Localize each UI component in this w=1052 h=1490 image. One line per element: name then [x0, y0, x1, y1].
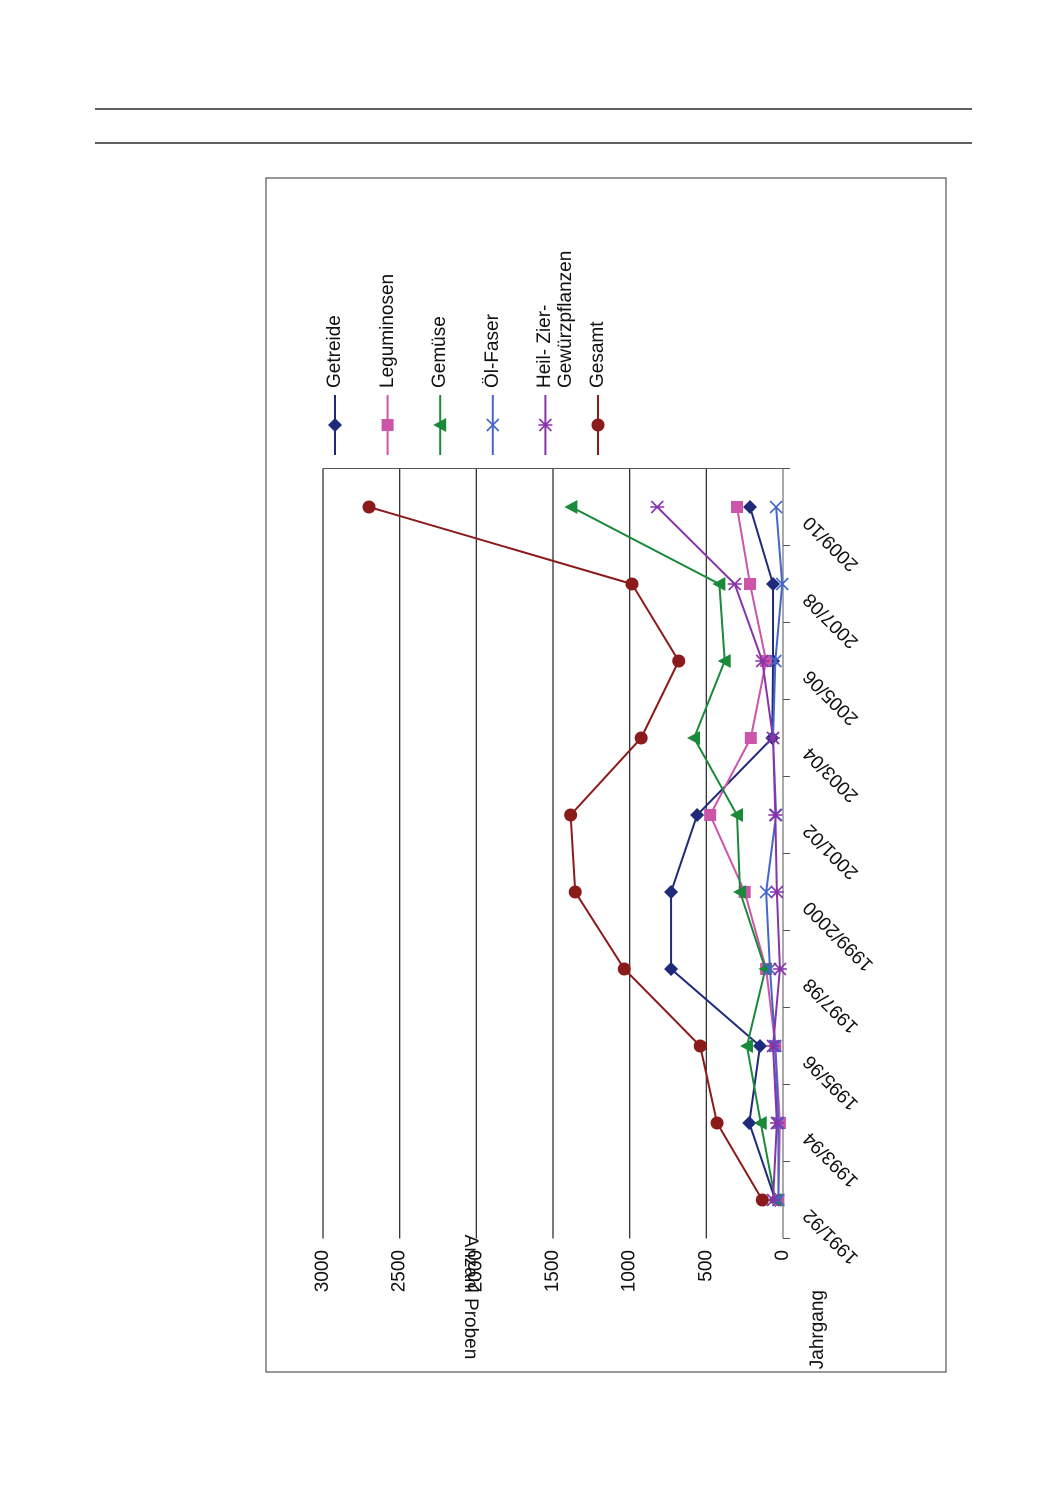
- marker: [664, 962, 679, 976]
- marker: [727, 577, 742, 591]
- legend-entry: Heil- Zier- Gewürzpflanzen: [534, 250, 577, 388]
- marker: [693, 1039, 707, 1053]
- legend-label: Getreide: [324, 315, 345, 388]
- y-tick-label: 500: [695, 1250, 716, 1282]
- marker: [712, 577, 726, 591]
- marker: [672, 654, 686, 668]
- y-tick-label: 0: [772, 1250, 793, 1261]
- marker: [704, 809, 717, 821]
- legend-entry: Leguminosen: [376, 273, 398, 388]
- series-line: [368, 506, 764, 1201]
- x-tick-label: 1997/98: [799, 974, 862, 1037]
- marker: [433, 418, 447, 432]
- marker: [744, 578, 757, 590]
- legend-entry: Getreide: [324, 315, 345, 388]
- marker: [772, 962, 787, 976]
- marker: [766, 577, 781, 591]
- marker: [769, 885, 784, 899]
- marker: [733, 885, 747, 899]
- x-tick-label: 1993/94: [799, 1128, 863, 1192]
- y-tick-label: 2000: [465, 1250, 486, 1292]
- marker: [766, 1039, 781, 1053]
- marker: [769, 500, 783, 514]
- marker: [634, 731, 648, 745]
- x-tick-label: 2001/02: [799, 820, 862, 883]
- marker: [768, 654, 782, 668]
- figure-frame: [265, 177, 947, 1373]
- legend-label: Leguminosen: [376, 273, 398, 388]
- marker: [769, 1116, 784, 1130]
- legend-entry: Öl-Faser: [481, 314, 503, 388]
- marker: [650, 500, 665, 514]
- marker: [763, 962, 777, 976]
- marker: [625, 577, 639, 591]
- series-line: [570, 506, 777, 1201]
- legend-entry: Gesamt: [587, 321, 608, 388]
- x-tick-label: 2009/10: [799, 512, 862, 575]
- marker: [755, 654, 770, 668]
- x-tick-label: 1995/96: [799, 1051, 862, 1114]
- x-tick-label: 2003/04: [799, 743, 863, 807]
- marker: [759, 885, 773, 899]
- marker: [755, 1193, 769, 1207]
- x-tick-label: 1999/2000: [799, 897, 877, 975]
- marker: [758, 962, 772, 976]
- marker: [617, 962, 631, 976]
- marker: [486, 418, 500, 432]
- marker: [362, 500, 376, 514]
- marker: [717, 654, 731, 668]
- legend-label: Öl-Faser: [481, 314, 503, 388]
- legend-label: Heil- Zier- Gewürzpflanzen: [534, 250, 577, 388]
- marker: [739, 1039, 753, 1053]
- marker: [766, 731, 781, 745]
- y-tick-label: 3000: [312, 1250, 333, 1292]
- marker: [744, 732, 757, 744]
- marker: [381, 419, 394, 431]
- marker: [690, 808, 705, 822]
- series-line: [765, 506, 784, 1200]
- legend-entry: Gemüse: [429, 316, 451, 388]
- y-tick-label: 2500: [389, 1250, 410, 1292]
- marker: [664, 885, 679, 899]
- legend-label: Gemüse: [429, 316, 451, 388]
- legend-label: Gesamt: [587, 321, 608, 388]
- marker: [742, 1116, 757, 1130]
- y-tick-label: 1000: [619, 1250, 640, 1292]
- marker: [753, 1116, 767, 1130]
- marker: [564, 808, 578, 822]
- marker: [538, 418, 553, 432]
- marker: [731, 501, 743, 513]
- marker: [328, 418, 342, 432]
- marker: [730, 808, 743, 822]
- marker: [568, 885, 582, 899]
- x-tick-label: 2007/08: [799, 589, 862, 652]
- x-tick-label: 2005/06: [799, 666, 862, 729]
- y-axis-label: Anzahl Proben: [460, 1235, 481, 1360]
- x-axis-label: Jahrgang: [807, 1290, 828, 1369]
- marker: [710, 1116, 724, 1130]
- marker: [775, 577, 789, 591]
- rotated-chart: Anzahl Proben Jahrgang 0 500 1000 1500 2000 2…: [312, 250, 878, 1370]
- marker: [743, 500, 758, 514]
- marker: [687, 731, 701, 745]
- series-line: [656, 506, 781, 1201]
- series-line: [670, 506, 777, 1201]
- marker: [753, 1039, 767, 1053]
- marker: [591, 418, 605, 432]
- y-tick-label: 1500: [542, 1250, 563, 1292]
- marker: [768, 808, 783, 822]
- x-tick-label: 1991/92: [799, 1205, 862, 1268]
- marker: [564, 500, 578, 514]
